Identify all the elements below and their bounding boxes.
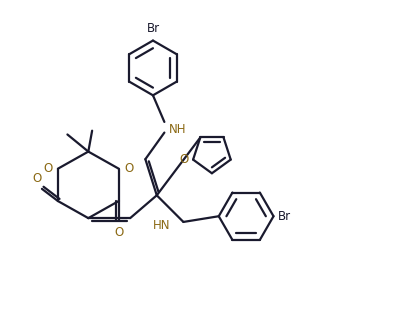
Text: O: O bbox=[179, 153, 188, 166]
Text: O: O bbox=[114, 226, 124, 239]
Text: HN: HN bbox=[152, 219, 170, 232]
Text: Br: Br bbox=[146, 22, 160, 35]
Text: O: O bbox=[43, 162, 52, 175]
Text: O: O bbox=[33, 172, 42, 185]
Text: Br: Br bbox=[278, 210, 291, 223]
Text: O: O bbox=[124, 162, 134, 175]
Text: NH: NH bbox=[169, 123, 186, 136]
